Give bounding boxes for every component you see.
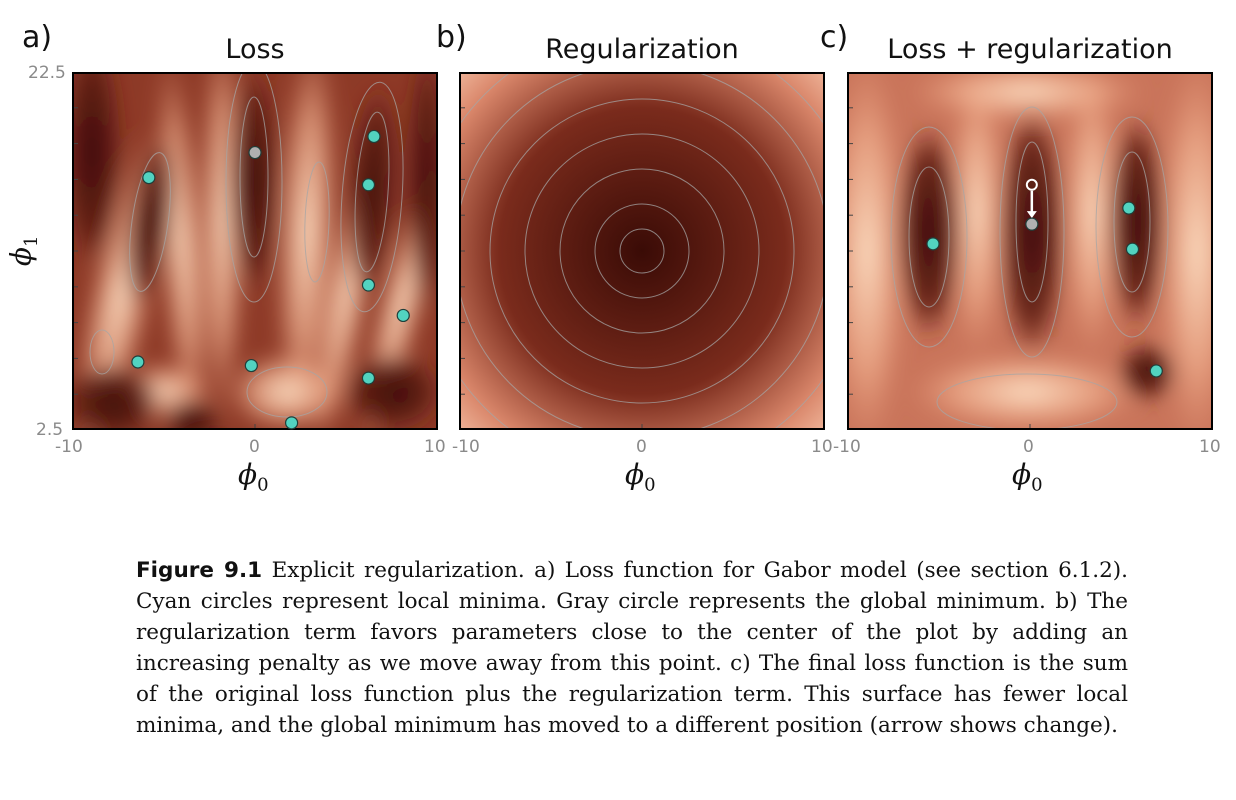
x-tick-b-right: 10 bbox=[811, 437, 833, 457]
figure-caption: Figure 9.1 Explicit regularization. a) L… bbox=[136, 555, 1128, 741]
local-minimum-marker bbox=[285, 416, 299, 430]
local-minimum-marker bbox=[1149, 364, 1163, 378]
local-minimum-marker bbox=[142, 171, 156, 185]
low-loss-region bbox=[72, 72, 122, 272]
high-loss-region bbox=[847, 72, 907, 430]
low-loss-region bbox=[124, 132, 176, 312]
x-tick-c-mid: 0 bbox=[1023, 437, 1034, 457]
contour-circle bbox=[594, 203, 690, 299]
x-tick-a-left: -10 bbox=[55, 437, 83, 457]
x-tick-a-right: 10 bbox=[424, 437, 446, 457]
local-minimum-marker bbox=[1122, 201, 1136, 215]
high-loss-region bbox=[907, 72, 1147, 122]
x-axis-label-c: ϕ0 bbox=[1012, 458, 1043, 496]
x-tick-b-left: -10 bbox=[452, 437, 480, 457]
low-loss-region bbox=[407, 72, 438, 322]
contour-line bbox=[246, 366, 328, 418]
contour-lines bbox=[890, 106, 1169, 430]
high-loss-region bbox=[907, 352, 1147, 430]
low-loss-region bbox=[228, 72, 280, 302]
low-loss-region bbox=[346, 82, 398, 302]
x-tick-c-left: -10 bbox=[833, 437, 861, 457]
y-axis-label: ϕ1 bbox=[4, 235, 43, 267]
global-minimum-marker bbox=[248, 145, 262, 160]
panel-c-title: Loss + regularization bbox=[887, 34, 1173, 65]
local-minimum-marker bbox=[244, 358, 258, 373]
loss-heatmap bbox=[72, 72, 438, 430]
contour-circle bbox=[524, 133, 760, 369]
contour-circle bbox=[559, 168, 725, 334]
contour-line bbox=[239, 96, 269, 258]
regularization-heatmap bbox=[459, 72, 825, 430]
plot-frame bbox=[72, 72, 438, 430]
low-loss-region bbox=[1117, 342, 1177, 402]
contour-line bbox=[999, 106, 1065, 358]
low-loss-region bbox=[72, 362, 162, 430]
contour-lines bbox=[459, 72, 825, 430]
x-tick-a-mid: 0 bbox=[249, 437, 260, 457]
local-minimum-marker bbox=[361, 178, 376, 192]
panel-a-title: Loss bbox=[225, 34, 285, 65]
low-loss-region bbox=[895, 122, 963, 342]
x-tick-c-right: 10 bbox=[1199, 437, 1221, 457]
local-minimum-marker bbox=[396, 308, 410, 323]
contour-line bbox=[89, 329, 115, 375]
contour-line bbox=[1015, 141, 1049, 303]
x-tick-b-mid: 0 bbox=[636, 437, 647, 457]
panel-c-letter: c) bbox=[820, 20, 849, 55]
contour-line bbox=[304, 161, 330, 283]
contour-circle bbox=[619, 228, 665, 274]
local-minimum-marker bbox=[1125, 242, 1140, 256]
contour-line bbox=[908, 166, 950, 308]
contour-line bbox=[890, 126, 968, 348]
high-loss-region bbox=[227, 352, 347, 430]
figure-9-1: a) b) c) Loss Regularization Loss + regu… bbox=[4, 20, 1221, 496]
local-minimum-marker bbox=[131, 355, 145, 369]
x-axis-label-b: ϕ0 bbox=[625, 458, 656, 496]
contour-lines bbox=[89, 72, 404, 418]
local-minimum-marker bbox=[361, 371, 376, 385]
regularization-surface bbox=[459, 72, 825, 430]
minimum-shift-arrow-head bbox=[1026, 211, 1037, 219]
local-minimum-marker bbox=[926, 237, 940, 251]
global-minimum-marker bbox=[1025, 217, 1039, 231]
contour-line bbox=[936, 373, 1118, 430]
local-minimum-marker bbox=[361, 278, 376, 292]
previous-global-minimum-marker bbox=[1025, 178, 1038, 191]
low-loss-region bbox=[162, 397, 222, 430]
caption-text: Explicit regularization. a) Loss functio… bbox=[136, 558, 1129, 738]
loss-plus-regularization-heatmap bbox=[847, 72, 1213, 430]
high-loss-region bbox=[1157, 72, 1213, 430]
panel-b-title: Regularization bbox=[545, 34, 739, 65]
y-tick-top: 22.5 bbox=[28, 63, 66, 83]
x-axis-label-a: ϕ0 bbox=[238, 458, 269, 496]
contour-circle bbox=[489, 98, 795, 404]
low-loss-region bbox=[342, 352, 438, 430]
figure-label: Figure 9.1 bbox=[136, 558, 263, 583]
contour-line bbox=[225, 72, 283, 303]
contour-line bbox=[1113, 151, 1151, 293]
y-tick-bottom: 2.5 bbox=[36, 420, 64, 440]
low-loss-region bbox=[998, 102, 1066, 362]
panel-a-letter: a) bbox=[22, 20, 53, 55]
contour-line bbox=[354, 111, 390, 273]
contour-line bbox=[129, 152, 171, 292]
plot-frame bbox=[459, 72, 825, 430]
panel-b-letter: b) bbox=[436, 20, 467, 55]
local-minimum-marker bbox=[367, 129, 381, 144]
plot-frame bbox=[847, 72, 1213, 430]
low-loss-region bbox=[1107, 112, 1167, 332]
contour-line bbox=[1095, 116, 1169, 338]
contour-line bbox=[340, 81, 404, 313]
high-loss-region bbox=[1064, 72, 1120, 362]
